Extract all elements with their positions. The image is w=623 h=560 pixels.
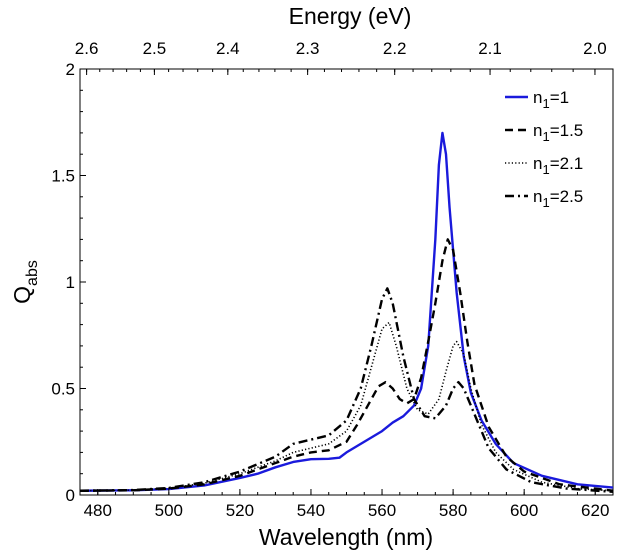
x-tick-label: 480 — [84, 501, 112, 520]
y-tick-label: 2 — [66, 60, 75, 79]
top-tick-label: 2.1 — [478, 39, 502, 58]
legend-label-suffix: =2.1 — [550, 154, 584, 173]
legend-label-suffix: =1 — [550, 88, 569, 107]
y-axis-title-sub: abs — [24, 260, 41, 286]
x-tick-label: 500 — [155, 501, 183, 520]
top-tick-label: 2.6 — [75, 39, 99, 58]
legend-label-sub: 1 — [542, 162, 549, 177]
top-tick-label: 2.5 — [143, 39, 167, 58]
series-line-4 — [79, 287, 614, 494]
top-tick-label: 2.2 — [383, 39, 407, 58]
top-tick-label: 2.0 — [583, 39, 607, 58]
legend-label: n1=1 — [533, 88, 569, 111]
legend-label-sub: 1 — [542, 96, 549, 111]
legend-label-main: n — [533, 121, 542, 140]
y-axis-title-main: Q — [9, 286, 35, 304]
y-tick-label: 1 — [66, 273, 75, 292]
x-tick-label: 520 — [226, 501, 254, 520]
series-line-2 — [79, 238, 614, 492]
x-tick-label: 580 — [439, 501, 467, 520]
legend-label-main: n — [533, 88, 542, 107]
x-tick-label: 600 — [510, 501, 538, 520]
legend-label-sub: 1 — [542, 129, 549, 144]
x-tick-label: 540 — [297, 501, 325, 520]
y-tick-label: 0.5 — [51, 380, 75, 399]
series-line-3 — [79, 321, 614, 492]
x-tick-label: 620 — [581, 501, 609, 520]
top-axis-title: Energy (eV) — [289, 3, 412, 29]
legend-label-suffix: =2.5 — [550, 187, 584, 206]
ticks-layer: 480 500 520 540 560 580 600 620 0 0.5 1 1.5 22.6 2.5 2… — [51, 39, 614, 520]
legend-label: n1=2.5 — [533, 187, 583, 210]
y-tick-label: 0 — [66, 486, 75, 505]
legend-label: n1=1.5 — [533, 121, 583, 144]
y-axis-title: Qabs — [9, 260, 41, 304]
legend-label-sub: 1 — [542, 195, 549, 210]
legend-label-suffix: =1.5 — [550, 121, 584, 140]
x-tick-label: 560 — [368, 501, 396, 520]
x-axis-title: Wavelength (nm) — [259, 524, 433, 550]
legend: n1=1n1=1.5n1=2.1n1=2.5 — [505, 88, 583, 210]
legend-label-main: n — [533, 187, 542, 206]
legend-label-main: n — [533, 154, 542, 173]
legend-label: n1=2.1 — [533, 154, 583, 177]
y-tick-label: 1.5 — [51, 167, 75, 186]
top-tick-label: 2.3 — [296, 39, 320, 58]
top-tick-label: 2.4 — [216, 39, 240, 58]
series-layer — [79, 131, 614, 494]
